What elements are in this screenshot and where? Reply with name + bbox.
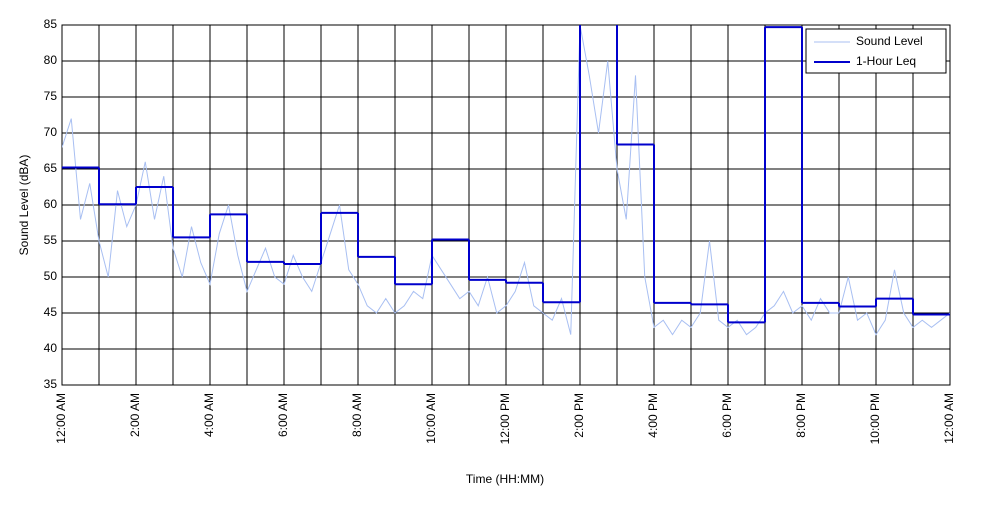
x-tick-label: 6:00 AM xyxy=(276,393,290,437)
x-tick-label: 2:00 PM xyxy=(572,393,586,438)
legend-box xyxy=(805,28,947,74)
x-tick-label: 2:00 AM xyxy=(128,393,142,437)
y-tick-label: 55 xyxy=(44,233,58,247)
y-tick-label: 70 xyxy=(44,125,58,139)
sound-level-line xyxy=(62,25,950,336)
y-tick-label: 80 xyxy=(44,53,58,67)
y-tick-label: 85 xyxy=(44,17,58,31)
x-tick-label: 10:00 AM xyxy=(424,393,438,444)
y-tick-label: 40 xyxy=(44,341,58,355)
x-tick-label: 4:00 PM xyxy=(646,393,660,438)
y-tick-label: 60 xyxy=(44,197,58,211)
y-tick-label: 75 xyxy=(44,89,58,103)
x-tick-label: 12:00 AM xyxy=(54,393,68,444)
y-tick-label: 45 xyxy=(44,305,58,319)
y-tick-label: 65 xyxy=(44,161,58,175)
x-tick-label: 6:00 PM xyxy=(720,393,734,438)
plot-data xyxy=(62,25,950,336)
x-tick-label: 12:00 AM xyxy=(942,393,956,444)
legend-label: 1-Hour Leq xyxy=(856,54,916,68)
legend-label: Sound Level xyxy=(856,34,923,48)
x-axis-label: Time (HH:MM) xyxy=(466,472,544,486)
y-axis-label: Sound Level (dBA) xyxy=(17,155,31,256)
x-tick-label: 8:00 PM xyxy=(794,393,808,438)
x-tick-label: 4:00 AM xyxy=(202,393,216,437)
y-tick-label: 50 xyxy=(44,269,58,283)
x-tick-label: 12:00 PM xyxy=(498,393,512,444)
x-tick-label: 10:00 PM xyxy=(868,393,882,444)
y-tick-label: 35 xyxy=(44,377,58,391)
x-tick-label: 8:00 AM xyxy=(350,393,364,437)
